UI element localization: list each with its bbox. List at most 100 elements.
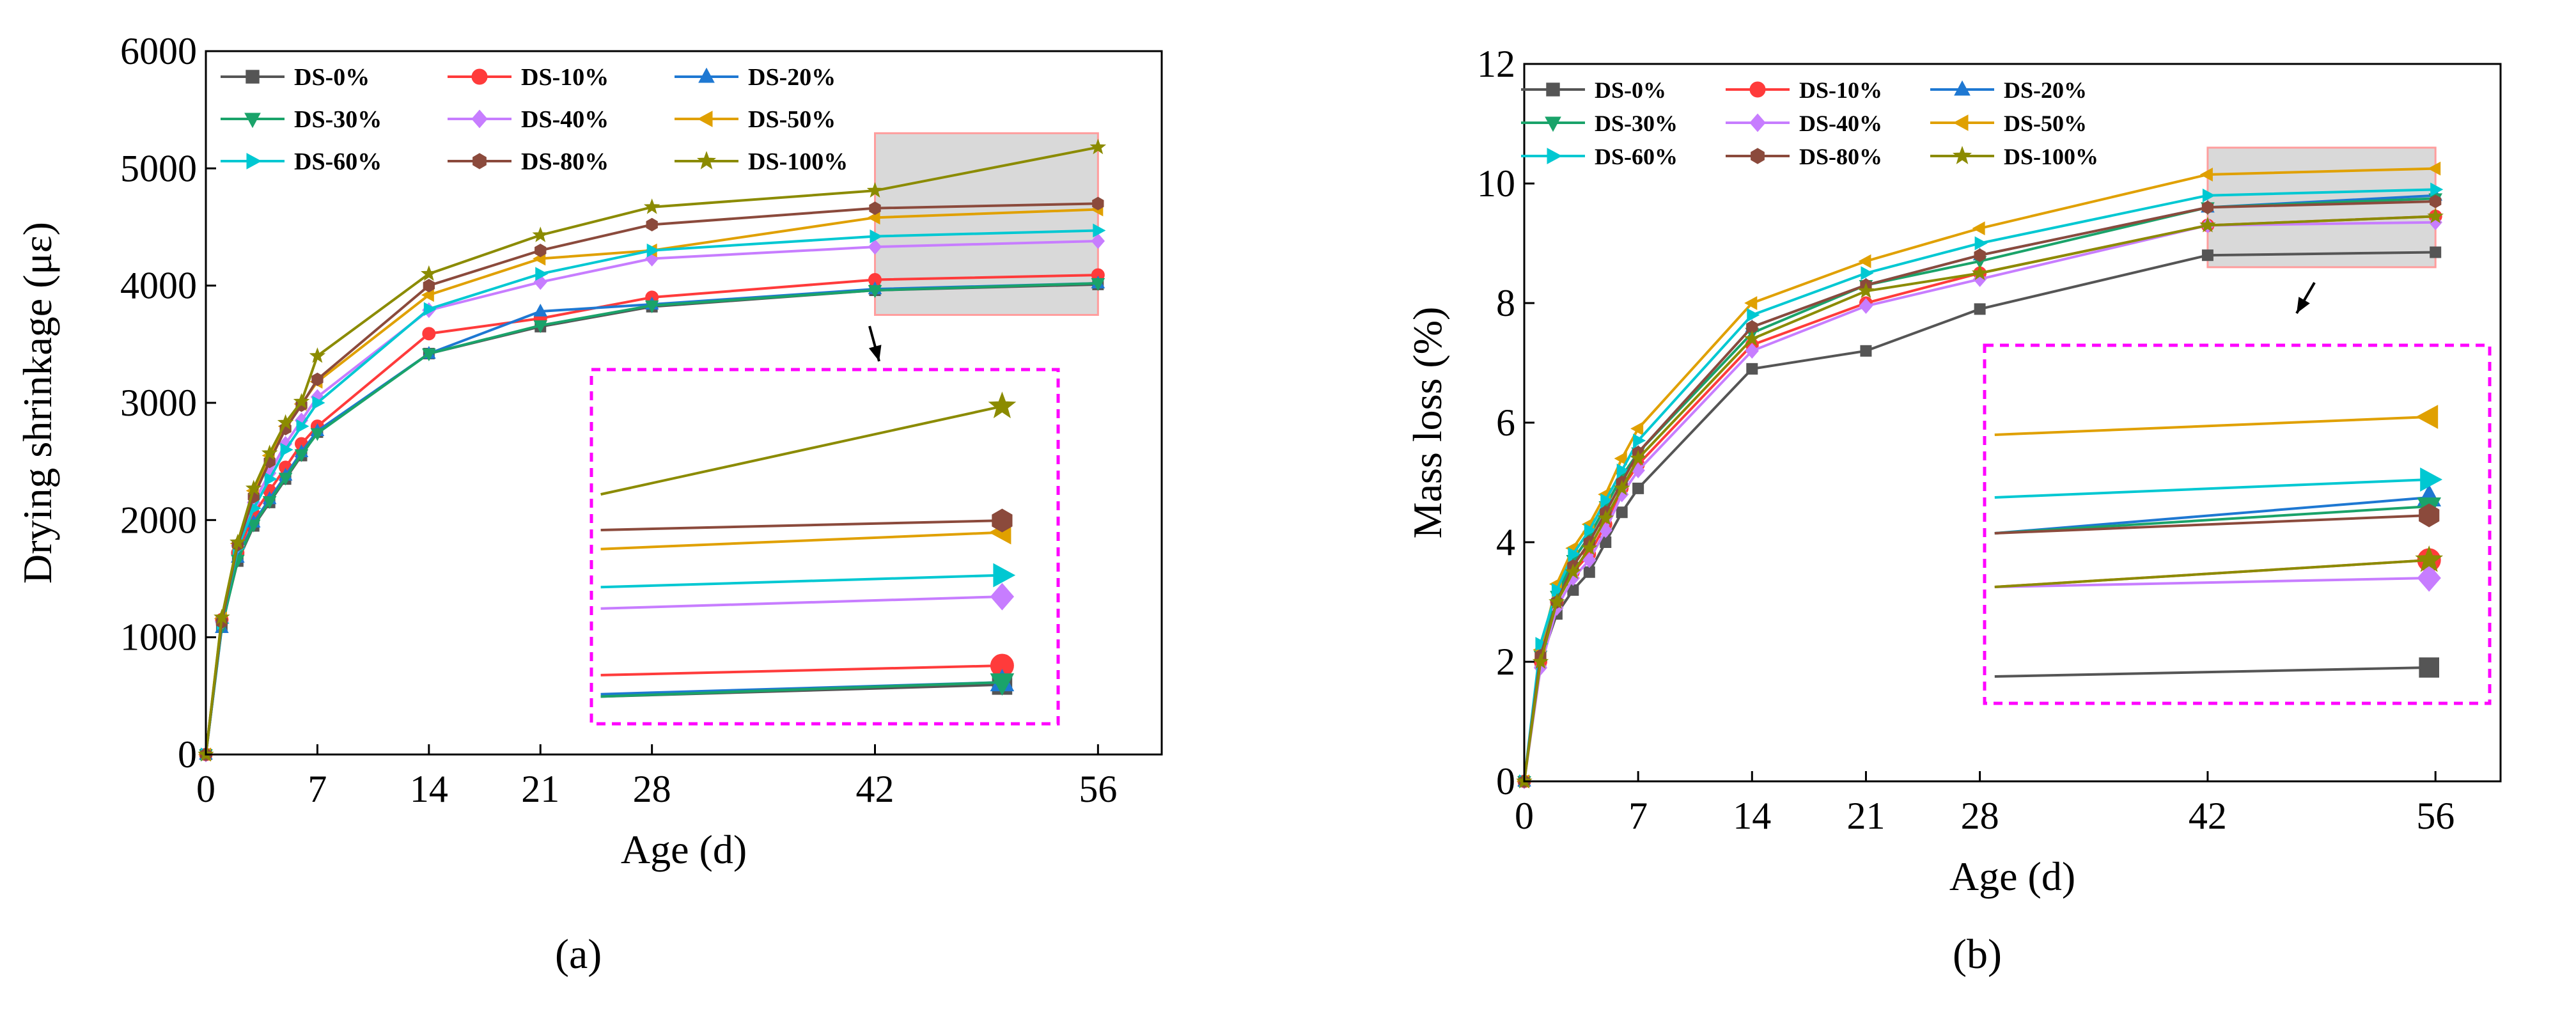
legend-item-ds-100pct: DS-100% — [1930, 144, 2098, 169]
point-ds-100pct — [214, 609, 230, 625]
x-axis-title: Age (d) — [621, 827, 747, 872]
point-ds-100pct — [245, 480, 262, 496]
point-ds-100pct — [1630, 449, 1646, 465]
y-tick-label: 6 — [1496, 402, 1515, 444]
x-tick-label: 7 — [308, 768, 327, 810]
point-ds-100pct — [230, 533, 246, 550]
inset-line — [1994, 514, 2430, 535]
point-ds-30pct — [868, 285, 882, 299]
legend-marker — [698, 67, 715, 83]
point-ds-100pct — [1597, 510, 1614, 526]
point-ds-100pct — [2199, 217, 2216, 233]
legend-label: DS-100% — [2004, 144, 2098, 169]
point-ds-60pct — [1600, 493, 1614, 508]
legend-marker — [471, 109, 488, 129]
y-tick-label: 12 — [1477, 43, 1515, 85]
point-ds-0pct — [1746, 363, 1758, 375]
point-ds-80pct — [1974, 248, 1986, 262]
point-ds-80pct — [423, 279, 435, 293]
chart-a: 0 7 14 21 28 42 56 0 1000 2000 3000 4000 5000 6000 Age… — [15, 30, 1163, 872]
point-ds-100pct — [1532, 653, 1549, 669]
panel-label-b: (b) — [1953, 931, 2002, 978]
point-ds-30pct — [278, 473, 293, 486]
legend-marker — [697, 111, 713, 127]
inset-line — [1994, 505, 2430, 535]
series-ds-100pct — [1516, 207, 2444, 788]
inset-line — [600, 681, 1003, 698]
legend-item-ds-60pct: DS-60% — [1521, 144, 1678, 169]
legend-marker — [244, 113, 261, 129]
y-tick-label: 0 — [1496, 760, 1515, 802]
legend-label: DS-20% — [2004, 77, 2087, 103]
legend-marker — [1751, 148, 1765, 164]
y-tick-label: 6000 — [120, 30, 197, 72]
legend-label: DS-60% — [1595, 144, 1678, 169]
x-axis-title: Age (d) — [1949, 854, 2075, 899]
point-ds-60pct — [1633, 434, 1646, 448]
legend-item-ds-0pct: DS-0% — [1521, 77, 1666, 103]
inset-line — [600, 595, 1003, 610]
legend-label: DS-50% — [2004, 111, 2087, 136]
point-ds-60pct — [1747, 308, 1760, 322]
point-ds-60pct — [1616, 463, 1630, 478]
x-tick-label: 56 — [2416, 795, 2455, 837]
arrow-head — [2297, 297, 2310, 313]
legend-item-ds-50pct: DS-50% — [675, 106, 836, 133]
point-ds-100pct — [1089, 138, 1107, 155]
point-ds-40pct — [1091, 233, 1105, 249]
legend-marker — [1953, 114, 1969, 131]
point-ds-80pct — [869, 201, 881, 215]
inset-line — [600, 574, 1003, 589]
point-ds-30pct — [1091, 278, 1105, 292]
point-ds-50pct — [1858, 254, 1871, 269]
legend-label: DS-0% — [1595, 77, 1666, 103]
legend-label: DS-40% — [521, 106, 609, 133]
point-ds-100pct — [1581, 539, 1598, 556]
inset-line — [600, 405, 1003, 496]
inset-series-ds-60pct — [600, 563, 1016, 589]
legend-marker — [1749, 81, 1766, 98]
legend-label: DS-10% — [521, 64, 609, 91]
point-ds-60pct — [2202, 188, 2215, 203]
point-ds-60pct — [646, 243, 660, 258]
point-ds-0pct — [1583, 566, 1595, 578]
point-ds-60pct — [535, 267, 549, 281]
point-ds-40pct — [868, 238, 882, 255]
y-tick-label: 5000 — [120, 147, 197, 189]
x-tick-label: 42 — [856, 768, 894, 810]
y-tick-label: 3000 — [120, 382, 197, 424]
y-axis-title: Mass loss (%) — [1405, 307, 1450, 539]
inset-line — [1994, 577, 2430, 588]
point-ds-50pct — [1972, 221, 1985, 235]
legend-item-ds-100pct: DS-100% — [675, 148, 848, 175]
y-axis-title: Drying shrinkage (με) — [15, 222, 60, 584]
point-ds-0pct — [1974, 303, 1986, 315]
inset-series-ds-40pct — [600, 582, 1015, 611]
legend-marker — [1546, 82, 1560, 97]
inset-series-ds-100pct — [1994, 545, 2444, 588]
point-ds-100pct — [1549, 593, 1565, 609]
inset-series-ds-100pct — [600, 391, 1017, 496]
point-ds-80pct — [535, 244, 547, 258]
point-ds-50pct — [867, 210, 880, 225]
point-ds-60pct — [1535, 637, 1549, 651]
point-ds-100pct — [277, 414, 294, 430]
legend-marker — [246, 70, 260, 84]
legend-label: DS-20% — [748, 64, 836, 91]
legend-marker — [1547, 148, 1563, 164]
point-ds-60pct — [1861, 266, 1874, 281]
legend-marker — [1954, 80, 1971, 96]
inset-marker — [990, 673, 1015, 696]
point-ds-100pct — [1565, 563, 1582, 579]
point-ds-50pct — [421, 288, 434, 302]
x-tick-label: 42 — [2189, 795, 2227, 837]
x-tick-label: 21 — [1846, 795, 1885, 837]
y-tick-label: 1000 — [120, 616, 197, 659]
point-ds-0pct — [2201, 249, 2213, 262]
y-tick-label: 4000 — [120, 265, 197, 307]
inset-series-ds-50pct — [1994, 405, 2439, 436]
point-ds-0pct — [2430, 246, 2442, 258]
point-ds-100pct — [309, 347, 326, 363]
legend-item-ds-0pct: DS-0% — [221, 64, 370, 91]
point-ds-40pct — [1745, 343, 1759, 359]
